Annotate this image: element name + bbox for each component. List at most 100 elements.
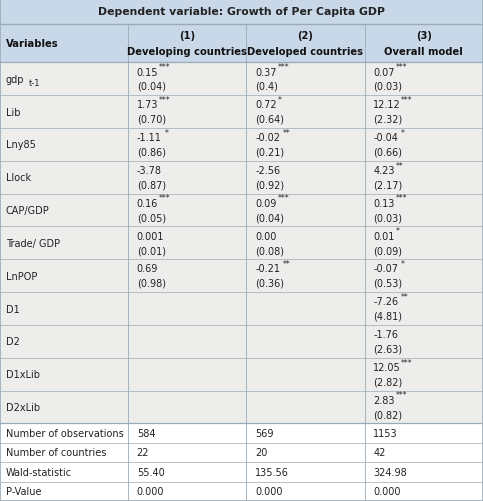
Text: D2xLib: D2xLib [6,402,40,412]
Text: Dependent variable: Growth of Per Capita GDP: Dependent variable: Growth of Per Capita… [98,7,385,17]
Text: -0.04: -0.04 [373,133,398,143]
Text: Number of countries: Number of countries [6,447,106,457]
Text: (0.04): (0.04) [137,82,166,92]
Text: (0.03): (0.03) [373,82,402,92]
Text: 569: 569 [255,428,273,438]
Text: 1153: 1153 [373,428,398,438]
Text: (2.82): (2.82) [373,377,403,387]
Bar [0,227,483,260]
Text: (0.08): (0.08) [255,245,284,256]
Text: (2.32): (2.32) [373,115,403,125]
Text: 324.98: 324.98 [373,467,407,477]
Text: Overall model: Overall model [384,48,463,58]
Text: -2.56: -2.56 [255,166,280,176]
Bar [0,161,483,194]
Text: 0.01: 0.01 [373,231,395,241]
Text: ***: *** [396,391,407,399]
Bar [0,358,483,391]
Bar [0,260,483,293]
Text: gdp: gdp [6,75,24,85]
Text: 0.001: 0.001 [137,231,164,241]
Text: (0.04): (0.04) [255,213,284,223]
Text: 0.16: 0.16 [137,198,158,208]
Text: **: ** [396,161,403,170]
Text: **: ** [401,292,409,301]
Text: 0.37: 0.37 [255,68,277,77]
Bar [0,423,483,443]
Text: ***: *** [277,63,289,72]
Text: 0.000: 0.000 [373,486,401,496]
Bar [0,443,483,462]
Text: ***: *** [277,194,289,203]
Text: Llock: Llock [6,173,31,183]
Text: D1: D1 [6,304,19,314]
Text: LnPOP: LnPOP [6,271,37,281]
Text: P-Value: P-Value [6,486,41,496]
Text: 12.12: 12.12 [373,100,401,110]
Text: t-1: t-1 [29,79,41,88]
Text: (0.64): (0.64) [255,115,284,125]
Text: 55.40: 55.40 [137,467,164,477]
Text: ***: *** [159,63,170,72]
Text: (0.01): (0.01) [137,245,166,256]
Bar [0,129,483,161]
Text: (0.87): (0.87) [137,180,166,190]
Text: *: * [401,128,405,137]
Text: 1.73: 1.73 [137,100,158,110]
Text: 20: 20 [255,447,268,457]
Text: -7.26: -7.26 [373,297,398,307]
Text: (3): (3) [416,31,432,41]
Text: 2.83: 2.83 [373,395,395,405]
Text: Developing countries: Developing countries [127,48,247,58]
Text: -1.76: -1.76 [373,330,398,339]
Text: **: ** [283,260,291,269]
Text: (0.05): (0.05) [137,213,166,223]
Bar [0,391,483,423]
Text: *: * [164,128,169,137]
Text: 0.07: 0.07 [373,68,395,77]
Text: ***: *** [401,96,413,105]
Bar [0,63,483,96]
Text: 0.13: 0.13 [373,198,395,208]
Text: (2.63): (2.63) [373,344,402,354]
Text: 0.15: 0.15 [137,68,158,77]
Text: ***: *** [159,96,170,105]
Text: ***: *** [396,63,407,72]
Bar [0,0,483,25]
Text: (0.70): (0.70) [137,115,166,125]
Text: Trade/ GDP: Trade/ GDP [6,238,60,248]
Text: -0.07: -0.07 [373,264,398,274]
Text: *: * [277,96,281,105]
Text: 0.00: 0.00 [255,231,276,241]
Text: 22: 22 [137,447,149,457]
Text: (0.09): (0.09) [373,245,402,256]
Bar [0,194,483,227]
Text: (0.4): (0.4) [255,82,278,92]
Text: Number of observations: Number of observations [6,428,124,438]
Text: Lny85: Lny85 [6,140,36,150]
Text: D2: D2 [6,337,20,347]
Text: (0.86): (0.86) [137,147,166,157]
Text: (0.03): (0.03) [373,213,402,223]
Text: -3.78: -3.78 [137,166,162,176]
Text: 0.09: 0.09 [255,198,276,208]
Text: -0.21: -0.21 [255,264,280,274]
Text: **: ** [283,128,291,137]
Text: ***: *** [396,194,407,203]
Bar [0,325,483,358]
Text: Developed countries: Developed countries [247,48,364,58]
Bar [0,25,483,63]
Text: 0.000: 0.000 [137,486,164,496]
Text: (1): (1) [179,31,195,41]
Text: Lib: Lib [6,107,20,117]
Text: 12.05: 12.05 [373,362,401,372]
Text: D1xLib: D1xLib [6,369,40,379]
Text: (0.82): (0.82) [373,409,402,419]
Text: 42: 42 [373,447,386,457]
Text: -1.11: -1.11 [137,133,162,143]
Bar [0,481,483,501]
Text: (0.98): (0.98) [137,279,166,289]
Text: (0.21): (0.21) [255,147,284,157]
Text: Wald-statistic: Wald-statistic [6,467,72,477]
Text: (2.17): (2.17) [373,180,403,190]
